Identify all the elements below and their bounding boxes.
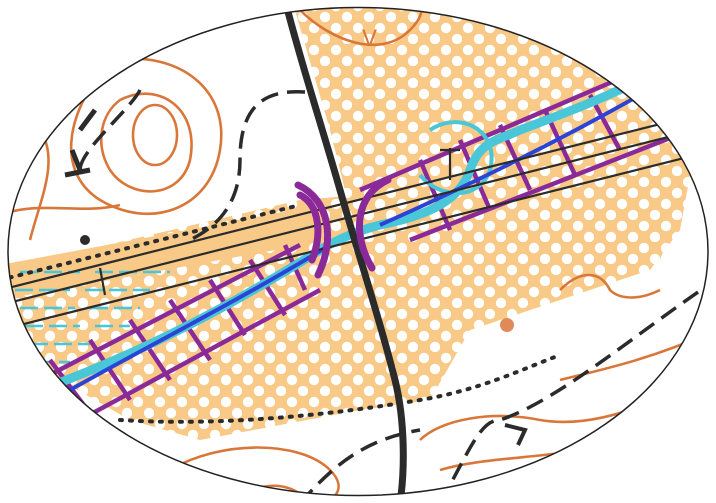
crossing-point [294,176,392,279]
stream-loop [418,120,494,196]
boulder-dot [80,235,90,245]
cliff-mark-2 [504,423,528,446]
rough-open-land-band [8,120,708,440]
contour-label-v: V [362,27,377,52]
map-frame [7,6,709,497]
cliff-mark [64,108,97,178]
feature-dot [500,318,514,332]
main-road [281,7,407,496]
dotted-boundary [8,203,562,424]
